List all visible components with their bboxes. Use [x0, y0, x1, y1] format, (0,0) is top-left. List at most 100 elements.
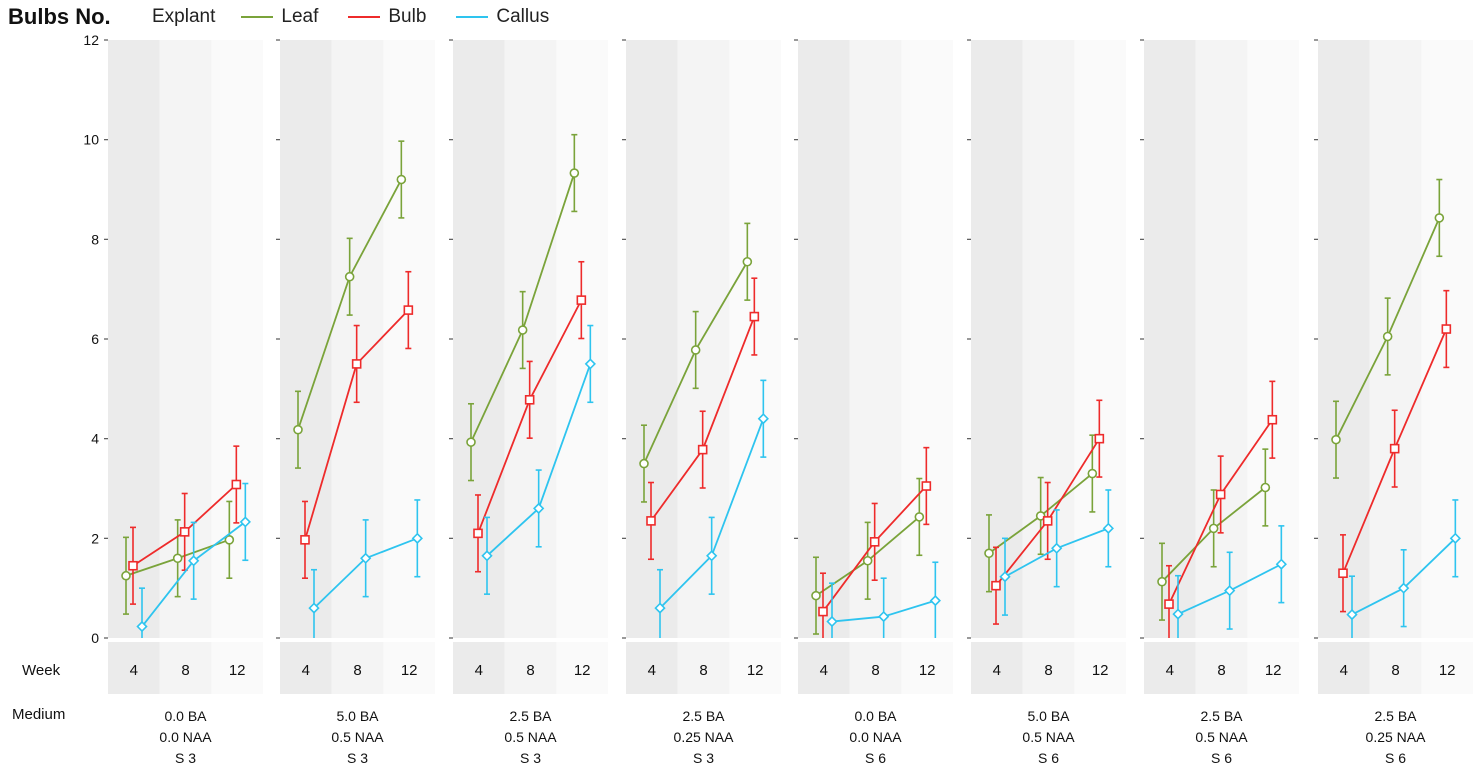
panel-8-week-12-plot-bg: [1421, 40, 1473, 638]
panel-6-week-label: 12: [1092, 662, 1109, 679]
panel-8-week-label: 12: [1439, 662, 1456, 679]
legend-label-bulb: Bulb: [388, 6, 427, 27]
medium-line: 0.0 BA: [854, 708, 897, 724]
panel-1-week-label: 8: [181, 662, 189, 679]
panel-4-medium-label: 2.5 BA 0.25 NAA S 3: [624, 706, 784, 769]
panel-7-leaf-point: [1157, 576, 1167, 587]
legend-swatch-leaf: [241, 16, 274, 18]
panel-8-week-label: 8: [1391, 662, 1399, 679]
panel-4-bulb-point: [646, 516, 656, 526]
panel-2-leaf-point: [396, 174, 407, 185]
medium-line: 0.5 NAA: [504, 729, 557, 745]
panel-3-bulb-point: [473, 528, 483, 539]
medium-line: S 6: [1210, 750, 1232, 766]
panel-4-leaf-point: [690, 345, 701, 355]
legend-swatch-bulb: [348, 16, 381, 18]
panel-6-week-12-band: [1074, 642, 1126, 694]
panel-5-week-8-band: [849, 642, 902, 694]
panel-5-week-4-plot-bg: [798, 40, 850, 638]
medium-row-label: Medium: [12, 706, 66, 723]
panel-5-week-12-band: [901, 642, 953, 694]
panel-1-callus-point: [239, 516, 251, 528]
panel-1-week-8-plot-bg: [159, 40, 212, 638]
panel-1-week-4-plot-bg: [108, 40, 160, 638]
legend-item-bulb: Bulb: [348, 6, 426, 28]
panel-1-callus-point: [188, 555, 200, 567]
panel-1-leaf-point: [224, 535, 235, 545]
panel-2-leaf-point: [293, 424, 303, 435]
panel-5-callus-point: [929, 594, 941, 607]
panel-5-week-8-plot-bg: [849, 40, 902, 638]
legend-title: Explant: [152, 6, 216, 27]
panel-6-medium-label: 5.0 BA 0.5 NAA S 6: [969, 706, 1129, 769]
panel-7-medium-label: 2.5 BA 0.5 NAA S 6: [1142, 706, 1302, 769]
panel-2-medium-label: 5.0 BA 0.5 NAA S 3: [278, 706, 438, 769]
panel-6-week-4-band: [971, 642, 1023, 694]
panel-5-bulb-point: [869, 537, 880, 547]
panel-8-callus-point: [1449, 532, 1461, 544]
medium-line: 5.0 BA: [336, 708, 379, 724]
panel-1-medium-label: 0.0 BA 0.0 NAA S 3: [106, 706, 266, 769]
medium-line: 5.0 BA: [1027, 708, 1070, 724]
panel-3-medium-label: 2.5 BA 0.5 NAA S 3: [451, 706, 611, 769]
panel-6-week-8-plot-bg: [1022, 40, 1075, 638]
panel-8-medium-label: 2.5 BA 0.25 NAA S 6: [1316, 706, 1476, 769]
week-row-label: Week: [22, 662, 61, 679]
panel-3-week-4-plot-bg: [453, 40, 505, 638]
y-tick-label: 10: [83, 132, 99, 148]
panel-7-callus-point: [1275, 558, 1287, 570]
panel-4-week-label: 4: [648, 662, 656, 679]
panel-7-week-label: 12: [1265, 662, 1282, 679]
medium-line: 0.5 NAA: [331, 729, 384, 745]
medium-line: S 3: [692, 750, 714, 766]
panel-4-leaf-point: [639, 458, 649, 469]
panel-2-bulb-point: [300, 535, 310, 545]
panel-4-week-4-plot-bg: [626, 40, 678, 638]
y-tick-label: 8: [91, 231, 99, 247]
panel-3-callus-point: [481, 550, 493, 562]
medium-line: 0.25 NAA: [1365, 729, 1426, 745]
panel-1-week-12-band: [211, 642, 263, 694]
medium-line: S 3: [519, 750, 541, 766]
panel-2-leaf-point: [344, 271, 355, 282]
panel-5-week-12-plot-bg: [901, 40, 953, 638]
medium-line: 2.5 BA: [1200, 708, 1243, 724]
panel-4-callus-point: [654, 602, 666, 614]
panel-6-callus-point: [999, 571, 1011, 583]
panel-5-callus-point: [826, 615, 838, 628]
panel-8-leaf-point: [1434, 213, 1445, 223]
panel-7-bulb-point: [1267, 414, 1278, 425]
panel-8-week-label: 4: [1340, 662, 1348, 679]
panel-3-bulb-point: [524, 394, 535, 405]
panel-8-week-8-plot-bg: [1369, 40, 1422, 638]
panel-1-week-label: 12: [229, 662, 246, 679]
panel-2-bulb-point: [351, 359, 362, 369]
medium-line: S 6: [1037, 750, 1059, 766]
panel-8-callus-point: [1346, 608, 1358, 621]
panel-4-bulb-point: [697, 444, 708, 455]
y-tick-label: 4: [91, 431, 99, 447]
panel-6-callus-point: [1051, 542, 1063, 554]
panel-5-callus-point: [878, 610, 890, 623]
panel-5-leaf-point: [811, 590, 821, 601]
panel-8-bulb-point: [1441, 324, 1452, 334]
panel-5-leaf-point: [914, 512, 925, 522]
panel-6-bulb-point: [1042, 516, 1053, 526]
panel-2-week-12-plot-bg: [383, 40, 435, 638]
panel-6-leaf-point: [1087, 468, 1098, 479]
medium-line: 2.5 BA: [1374, 708, 1417, 724]
panel-5-week-4-band: [798, 642, 850, 694]
medium-line: 0.0 BA: [164, 708, 207, 724]
panel-8-callus-point: [1398, 582, 1410, 594]
panel-2-callus-point: [411, 532, 423, 544]
panel-1-week-12-plot-bg: [211, 40, 263, 638]
panel-1-bulb-point: [179, 527, 190, 537]
panel-7-callus-point: [1224, 585, 1236, 597]
panel-2-callus-point: [360, 552, 372, 564]
legend-label-callus: Callus: [496, 6, 550, 27]
panel-3-leaf-point: [466, 437, 476, 447]
medium-line: 2.5 BA: [682, 708, 725, 724]
panel-3-bulb-point: [576, 295, 587, 305]
panel-1-week-8-band: [159, 642, 212, 694]
panel-1-week-4-band: [108, 642, 160, 694]
